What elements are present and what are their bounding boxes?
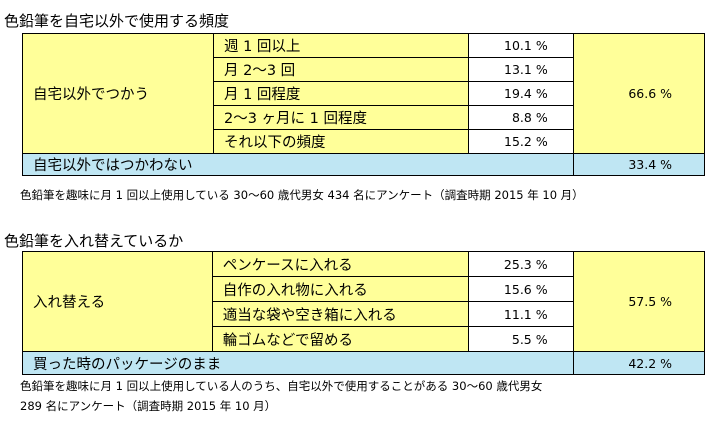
negative-row: 自宅以外ではつかわない 33.4 % <box>22 153 705 176</box>
option-label: それ以下の頻度 <box>212 129 469 154</box>
table-row: 適当な袋や空き箱に入れる 11.1 % <box>23 301 705 327</box>
negative-percent: 42.2 % <box>572 351 705 375</box>
option-label: 2〜3 ヶ月に 1 回程度 <box>212 105 469 130</box>
option-percent: 25.3 % <box>467 251 574 277</box>
table-row: 月 2〜3 回 13.1 % <box>23 57 705 82</box>
option-label: 適当な袋や空き箱に入れる <box>211 301 469 327</box>
frequency-table: 自宅以外でつかう 週 1 回以上 10.1 % 66.6 % 月 2〜3 回 1… <box>22 33 705 176</box>
option-label: 自作の入れ物に入れる <box>211 276 469 302</box>
table-row: 輪ゴムなどで留める 5.5 % <box>23 326 705 352</box>
survey-note: 色鉛筆を趣味に月 1 回以上使用している 30〜60 歳代男女 434 名にアン… <box>20 188 584 202</box>
total-percent: 57.5 % <box>572 251 705 352</box>
section1-title: 色鉛筆を自宅以外で使用する頻度 <box>4 12 230 30</box>
option-percent: 5.5 % <box>467 326 574 352</box>
negative-row: 買った時のパッケージのまま 42.2 % <box>22 351 705 375</box>
survey-note-line2: 289 名にアンケート（調査時期 2015 年 10 月） <box>20 399 277 413</box>
option-label: 月 2〜3 回 <box>212 57 469 82</box>
replacement-table: 入れ替える ペンケースに入れる 25.3 % 57.5 % 自作の入れ物に入れる… <box>22 251 705 375</box>
option-label: ペンケースに入れる <box>211 251 469 277</box>
option-label: 週 1 回以上 <box>212 33 469 58</box>
option-percent: 10.1 % <box>467 33 574 58</box>
table-row: 2〜3 ヶ月に 1 回程度 8.8 % <box>23 105 705 130</box>
section2-title: 色鉛筆を入れ替えているか <box>4 232 184 250</box>
total-percent: 66.6 % <box>572 33 705 154</box>
option-label: 月 1 回程度 <box>212 81 469 106</box>
negative-percent: 33.4 % <box>572 153 705 176</box>
category-cell: 自宅以外でつかう <box>22 33 214 154</box>
table-row: 入れ替える ペンケースに入れる 25.3 % 57.5 % <box>22 251 705 352</box>
negative-label: 自宅以外ではつかわない <box>22 153 574 176</box>
table-row: それ以下の頻度 15.2 % <box>23 129 705 154</box>
table-row: 自作の入れ物に入れる 15.6 % <box>23 276 705 302</box>
option-percent: 15.2 % <box>467 129 574 154</box>
category-cell: 入れ替える <box>22 251 213 352</box>
survey-note-line1: 色鉛筆を趣味に月 1 回以上使用している人のうち、自宅以外で使用することがある … <box>20 379 543 393</box>
option-percent: 13.1 % <box>467 57 574 82</box>
option-percent: 19.4 % <box>467 81 574 106</box>
negative-label: 買った時のパッケージのまま <box>22 351 574 375</box>
option-label: 輪ゴムなどで留める <box>211 326 469 352</box>
option-percent: 8.8 % <box>467 105 574 130</box>
table-row: 自宅以外でつかう 週 1 回以上 10.1 % 66.6 % <box>22 33 705 154</box>
option-percent: 11.1 % <box>467 301 574 327</box>
option-percent: 15.6 % <box>467 276 574 302</box>
